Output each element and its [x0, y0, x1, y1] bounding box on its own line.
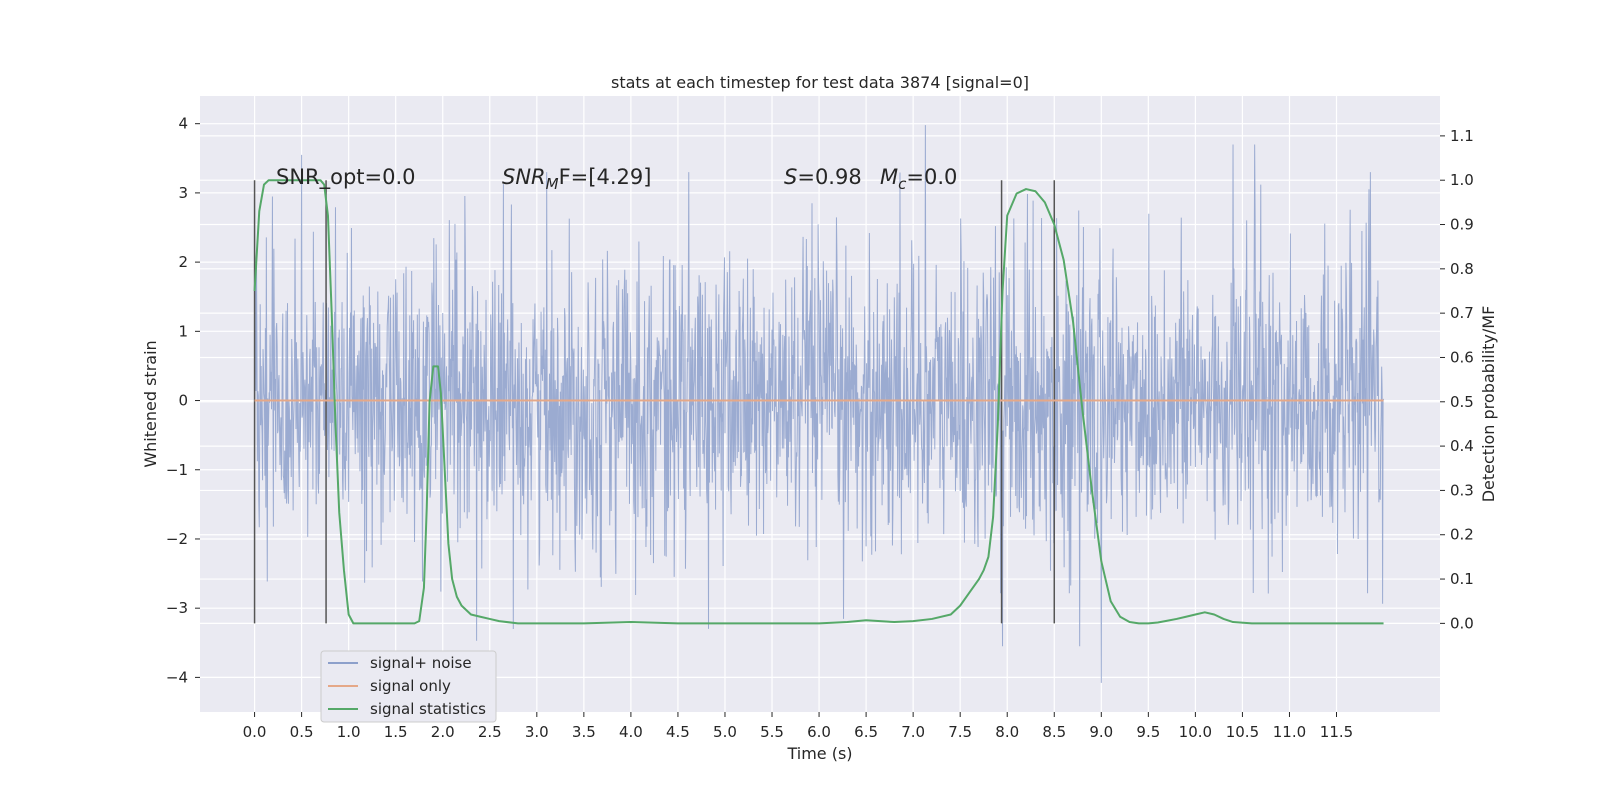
y-axis-label: Whitened strain	[141, 340, 160, 467]
y-right-tick-label: 0.7	[1450, 304, 1474, 322]
x-tick-label: 5.5	[760, 723, 784, 741]
annotation-snr-mf-sub: M	[546, 175, 559, 193]
annotation-snr-mf-base: SNR	[502, 165, 546, 189]
noise-series	[254, 125, 1385, 683]
y-right-tick-label: 0.1	[1450, 570, 1474, 588]
y-tick-label: 4	[178, 115, 188, 133]
y-axis-label-right: Detection probability/MF	[1479, 306, 1498, 503]
x-tick-label: 3.0	[525, 723, 549, 741]
legend-label-signal: signal only	[370, 677, 451, 695]
x-tick-label: 6.0	[807, 723, 831, 741]
x-tick-label: 4.5	[666, 723, 690, 741]
y-tick-label: −2	[166, 530, 188, 548]
x-tick-label: 1.0	[337, 723, 361, 741]
y-ticks-right: 1.1 1.0 0.9 0.8 0.7 0.6 0.5 0.4 0.3 0.2 0.1 0.0	[1440, 127, 1474, 632]
annotation-snr-mf-tail: F=[4.29]	[559, 165, 652, 189]
y-tick-label: −4	[166, 668, 188, 686]
x-tick-label: 10.0	[1179, 723, 1212, 741]
annotation-mc-base: M	[880, 165, 898, 189]
annotation-s-var: S	[784, 165, 797, 189]
annotation-s-val: =0.98	[797, 165, 861, 189]
x-tick-label: 8.5	[1042, 723, 1066, 741]
x-tick-label: 9.5	[1136, 723, 1160, 741]
x-tick-label: 6.5	[854, 723, 878, 741]
vertical-markers	[253, 180, 1056, 624]
y-tick-label: −1	[166, 461, 188, 479]
series-signal-statistics	[253, 179, 1384, 625]
x-tick-label: 7.5	[948, 723, 972, 741]
x-tick-label: 7.0	[901, 723, 925, 741]
y-ticks: 4 3 2 1 0 −1 −2 −3 −4	[166, 115, 200, 686]
annotation-mc: Mc=0.0	[880, 165, 957, 193]
y-right-tick-label: 0.2	[1450, 526, 1474, 544]
x-tick-label: 4.0	[619, 723, 643, 741]
y-right-tick-label: 1.1	[1450, 127, 1474, 145]
y-tick-label: 0	[178, 392, 188, 410]
x-tick-label: 9.0	[1089, 723, 1113, 741]
x-tick-label: 2.0	[431, 723, 455, 741]
line-series	[253, 179, 1384, 625]
x-tick-label: 10.5	[1226, 723, 1259, 741]
x-tick-label: 2.5	[478, 723, 502, 741]
y-right-tick-label: 0.8	[1450, 260, 1474, 278]
annotation-s: S=0.98	[784, 165, 862, 189]
y-right-tick-label: 0.6	[1450, 348, 1474, 366]
legend-label-noise: signal+ noise	[370, 654, 472, 672]
y-tick-label: 3	[178, 184, 188, 202]
x-tick-label: 1.5	[384, 723, 408, 741]
chart-title: stats at each timestep for test data 387…	[611, 73, 1029, 92]
y-right-tick-label: 0.4	[1450, 437, 1474, 455]
annotation-snr-mf: SNRMF=[4.29]	[502, 165, 651, 193]
legend-box	[320, 650, 497, 723]
x-tick-label: 3.5	[572, 723, 596, 741]
annotation-mc-sub: c	[898, 175, 907, 193]
series-signal-noise	[254, 125, 1385, 683]
x-tick-label: 11.5	[1320, 723, 1353, 741]
annotation-mc-val: =0.0	[906, 165, 957, 189]
x-tick-label: 5.0	[713, 723, 737, 741]
y-right-tick-label: 0.3	[1450, 481, 1474, 499]
legend: signal+ noise signal only signal statist…	[320, 650, 497, 723]
x-tick-label: 0.5	[290, 723, 314, 741]
x-tick-label: 11.0	[1273, 723, 1306, 741]
y-right-tick-label: 0.5	[1450, 393, 1474, 411]
y-right-tick-label: 0.0	[1450, 614, 1474, 632]
y-tick-label: −3	[166, 599, 188, 617]
x-tick-label: 0.0	[243, 723, 267, 741]
y-right-tick-label: 1.0	[1450, 171, 1474, 189]
x-ticks: 0.0 0.5 1.0 1.5 2.0 2.5 3.0 3.5 4.0 4.5 5.0 5.5 6.0 6…	[243, 712, 1353, 741]
x-tick-label: 8.0	[995, 723, 1019, 741]
y-tick-label: 1	[178, 322, 188, 340]
y-tick-label: 2	[178, 253, 188, 271]
legend-label-stats: signal statistics	[370, 700, 486, 718]
annotation-snr-opt: SNR_opt=0.0	[276, 165, 416, 190]
x-axis-label: Time (s)	[786, 744, 852, 763]
y-right-tick-label: 0.9	[1450, 216, 1474, 234]
